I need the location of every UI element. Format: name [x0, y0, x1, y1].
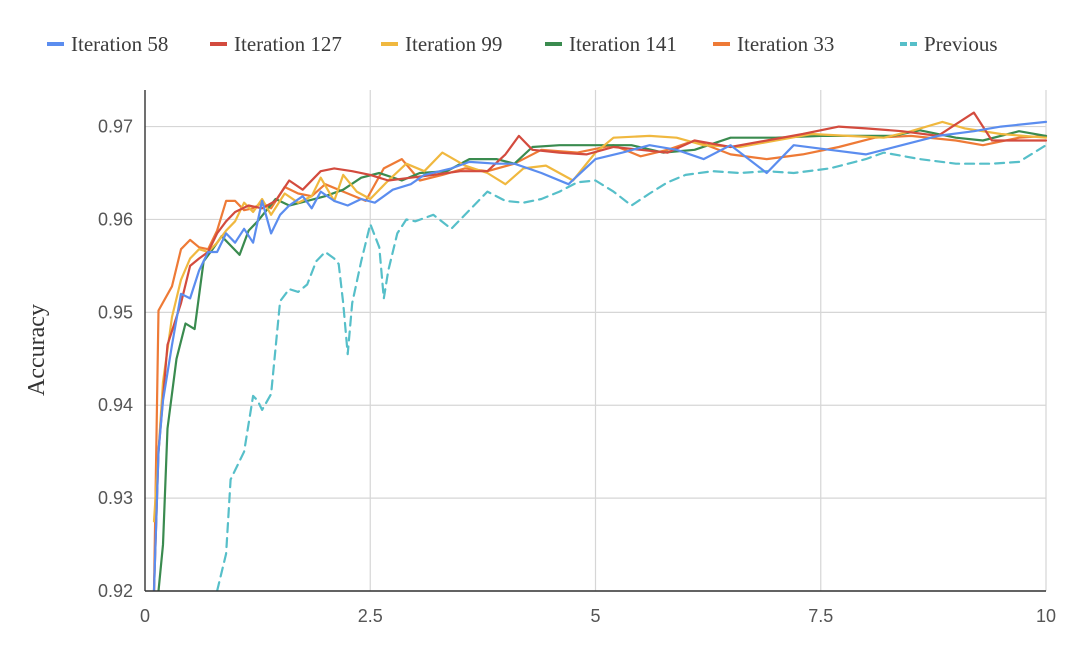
x-tick-label: 10 [1036, 606, 1056, 626]
y-tick-label: 0.95 [98, 302, 133, 322]
x-tick-label: 5 [590, 606, 600, 626]
legend-label: Previous [924, 32, 998, 56]
legend-item-iteration-141: Iteration 141 [545, 32, 677, 56]
legend-item-iteration-33: Iteration 33 [713, 32, 834, 56]
y-axis-title: Accuracy [24, 304, 50, 396]
grid [145, 90, 1046, 591]
y-tick-label: 0.93 [98, 488, 133, 508]
accuracy-line-chart: Iteration 58 Iteration 127 Iteration 99 Ite… [0, 0, 1080, 656]
series-line-iteration-58 [154, 122, 1046, 591]
axes: 0.92 0.93 0.94 0.95 0.96 0.97 0 2.5 5 7.5 10 [98, 90, 1056, 626]
legend-item-iteration-127: Iteration 127 [210, 32, 342, 56]
y-tick-label: 0.97 [98, 117, 133, 137]
legend-label: Iteration 141 [569, 32, 677, 56]
legend: Iteration 58 Iteration 127 Iteration 99 Ite… [47, 32, 998, 56]
plot-area [154, 113, 1046, 591]
y-tick-label: 0.94 [98, 395, 133, 415]
x-tick-label: 2.5 [358, 606, 383, 626]
legend-item-iteration-99: Iteration 99 [381, 32, 502, 56]
legend-label: Iteration 33 [737, 32, 834, 56]
series-line-previous [217, 145, 1046, 591]
legend-label: Iteration 58 [71, 32, 168, 56]
x-tick-label: 0 [140, 606, 150, 626]
legend-label: Iteration 99 [405, 32, 502, 56]
x-tick-label: 7.5 [808, 606, 833, 626]
legend-item-previous: Previous [900, 32, 998, 56]
y-tick-label: 0.92 [98, 581, 133, 601]
legend-label: Iteration 127 [234, 32, 342, 56]
legend-item-iteration-58: Iteration 58 [47, 32, 168, 56]
y-tick-label: 0.96 [98, 209, 133, 229]
